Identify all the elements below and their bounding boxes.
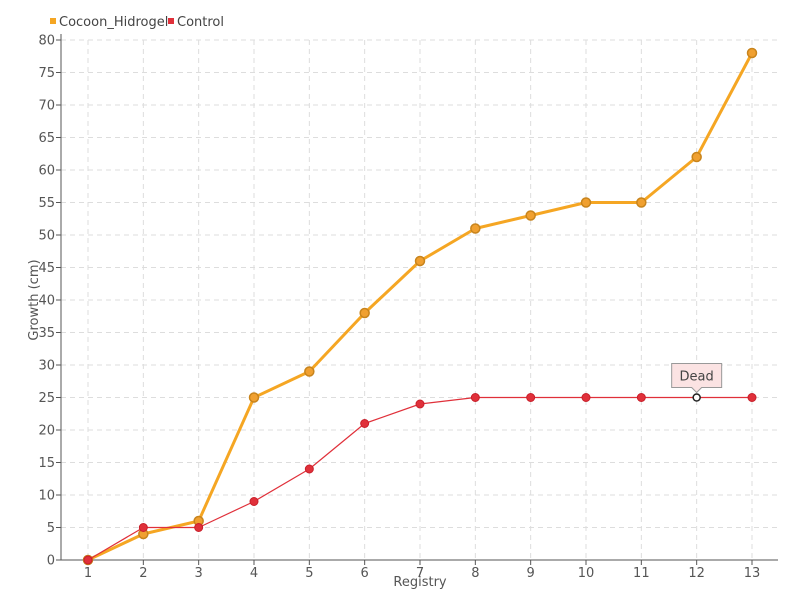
data-point [636, 393, 646, 402]
y-axis-title: Growth (cm) [27, 259, 42, 340]
x-tick-label: 6 [361, 566, 369, 581]
legend-item-cocoon-hidrogel: Cocoon_Hidrogel [50, 15, 168, 30]
y-tick-label: 15 [38, 456, 55, 471]
data-point [83, 555, 93, 565]
annotation-tooltip: Dead [671, 363, 723, 394]
data-point [580, 197, 592, 208]
y-tick-label: 25 [38, 391, 55, 406]
series-control [83, 393, 757, 565]
y-tick-label: 75 [38, 66, 55, 81]
data-point [248, 392, 260, 403]
x-axis-title: Registry [393, 575, 447, 590]
y-tick-label: 0 [47, 554, 55, 569]
axes [56, 34, 778, 565]
data-point [359, 307, 370, 319]
data-point [414, 255, 426, 267]
data-point [360, 419, 370, 428]
x-tick-label: 9 [527, 566, 535, 581]
x-tick-labels: 1 2 3 4 5 6 7 8 9 10 11 12 13 [84, 566, 760, 581]
y-tick-label: 65 [38, 131, 55, 146]
data-point [304, 366, 315, 377]
y-tick-label: 30 [38, 359, 55, 374]
y-tick-label: 55 [38, 196, 55, 211]
data-point [747, 393, 757, 402]
tooltip-box [671, 363, 723, 394]
data-point [194, 523, 204, 532]
y-tick-labels: 0 5 10 15 20 25 30 35 40 45 50 55 60 65 70 75 80 [38, 34, 55, 569]
data-point [470, 223, 481, 234]
y-tick-label: 20 [38, 424, 55, 439]
x-tick-label: 11 [633, 566, 650, 581]
y-tick-label: 45 [38, 261, 55, 276]
data-point [581, 393, 591, 402]
legend-item-control: Control [168, 15, 224, 30]
y-tick-label: 10 [38, 489, 55, 504]
y-tick-label: 50 [38, 229, 55, 244]
y-tick-label: 60 [38, 164, 55, 179]
legend-label: Cocoon_Hidrogel [59, 15, 168, 30]
data-point-highlighted [692, 393, 701, 402]
data-point [691, 151, 702, 163]
legend-swatch [50, 18, 56, 24]
x-tick-label: 3 [195, 566, 203, 581]
y-tick-label: 5 [47, 521, 55, 536]
data-point [526, 393, 536, 402]
data-point [304, 464, 314, 474]
y-tick-label: 40 [38, 294, 55, 309]
data-point [746, 47, 758, 59]
x-tick-label: 10 [578, 566, 595, 581]
x-tick-label: 5 [305, 566, 313, 581]
grid [61, 39, 778, 560]
data-point [525, 210, 536, 221]
y-tick-label: 35 [38, 326, 55, 341]
series [82, 47, 758, 566]
x-tick-label: 13 [744, 566, 761, 581]
legend: Cocoon_Hidrogel Control [50, 15, 224, 30]
x-tick-label: 12 [688, 566, 705, 581]
x-tick-label: 7 [416, 566, 424, 581]
tooltip-text: Dead [680, 370, 714, 385]
data-point [636, 197, 647, 208]
x-tick-label: 4 [250, 566, 258, 581]
data-point [138, 523, 148, 532]
annotations: Dead [671, 363, 723, 394]
y-tick-label: 80 [38, 34, 55, 49]
legend-swatch [168, 18, 174, 24]
x-tick-label: 8 [471, 566, 479, 581]
data-point [470, 393, 480, 402]
data-point [415, 399, 425, 409]
x-tick-label: 1 [84, 566, 92, 581]
data-point [249, 497, 259, 506]
y-tick-label: 70 [38, 99, 55, 114]
x-tick-label: 2 [139, 566, 147, 581]
legend-label: Control [177, 15, 224, 30]
